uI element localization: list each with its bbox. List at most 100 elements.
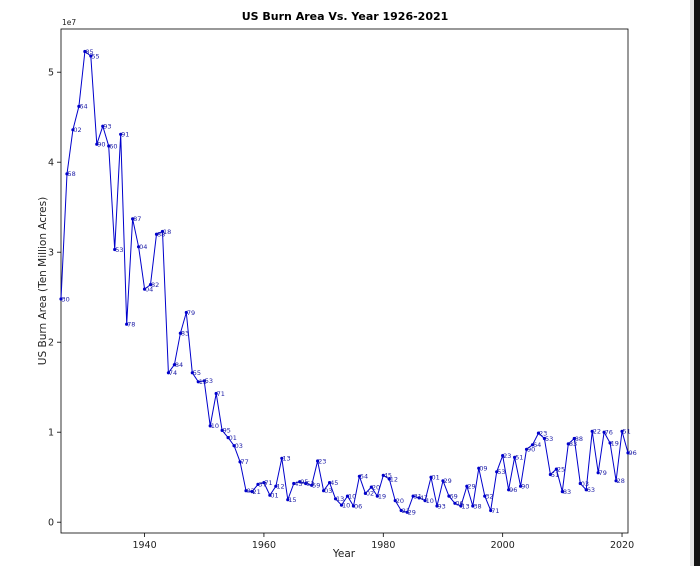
x-tick-label: 1940 [132,540,156,551]
data-point [59,297,63,301]
data-label: 60 [109,142,117,150]
data-point [381,473,385,477]
data-label: 15 [199,378,207,386]
data-label: 55 [193,369,201,377]
data-label: 83 [563,488,571,496]
data-label: 03 [235,442,243,450]
data-point [256,482,260,486]
data-label: 64 [79,103,87,111]
data-point [566,442,570,446]
data-label: 71 [491,507,499,515]
x-tick-label: 2000 [491,540,515,551]
data-point [369,485,373,489]
data-point [333,497,338,501]
x-tick-label: 1980 [371,540,395,551]
data-label: 88 [575,435,583,443]
data-label: 29 [443,477,451,485]
data-label: 28 [617,477,625,485]
data-point [417,496,421,500]
data-label: 53 [115,246,123,254]
x-tick-label: 2020 [610,540,634,551]
data-point [166,371,171,375]
data-point [95,142,99,146]
data-point [238,460,242,464]
data-point [626,451,630,455]
y-tick-label: 5 [48,68,54,79]
data-point [507,488,511,492]
data-point [435,504,439,508]
data-point [524,447,529,451]
data-label: 03 [324,487,332,495]
data-point [250,490,254,494]
data-label: 83 [569,440,577,448]
data-point [489,508,493,513]
data-point [154,232,159,236]
data-points [59,49,630,514]
data-point [184,310,188,315]
data-label: 59 [312,482,320,490]
data-label: 53 [205,377,213,385]
data-point [327,481,332,485]
data-label: 12 [390,475,398,483]
data-point [584,488,588,492]
data-point [196,380,200,384]
data-label: 55 [91,52,99,60]
data-label: 88 [157,231,165,239]
data-point [101,124,105,128]
data-label: 51 [515,454,523,462]
data-label: 38 [473,502,481,510]
data-point [357,474,362,478]
data-point [71,128,75,132]
data-point [459,504,463,508]
data-label: 96 [509,486,517,494]
data-label: 19 [378,492,386,500]
data-label: 19 [611,439,619,447]
data-point [298,480,302,484]
data-label: 51 [551,471,559,479]
data-point [202,379,206,383]
data-label: 90 [97,141,105,149]
series-line-group [60,50,629,513]
data-label: 79 [599,469,607,477]
data-point [375,494,379,498]
data-point [602,430,606,434]
data-point [190,371,194,375]
data-point [286,498,290,502]
data-point [423,499,427,503]
data-label: 83 [181,330,189,338]
data-point [131,217,135,221]
data-label: 58 [67,170,75,178]
data-point [590,429,594,433]
data-label: 87 [133,215,141,223]
data-point [125,322,129,326]
data-point [232,444,236,448]
data-point [530,443,535,447]
data-label: 63 [587,486,595,494]
data-point [310,483,314,487]
data-label: 85 [85,48,93,56]
data-point [399,508,403,513]
data-label: 06 [354,502,362,510]
x-tick-label: 1960 [252,540,276,551]
data-label: 76 [605,429,613,437]
data-point [214,391,218,396]
data-point [363,491,367,495]
data-label: 29 [467,483,475,491]
data-point [411,494,415,498]
x-axis-ticks: 1940 1960 1980 2000 2020 [132,533,634,551]
data-point [548,472,553,477]
data-label: 03 [247,487,255,495]
chart-title: US Burn Area Vs. Year 1926-2021 [242,10,449,23]
data-point [113,247,117,252]
data-label: 37 [258,481,266,489]
data-label: 84 [175,361,183,369]
data-point [178,331,182,335]
data-point [345,494,350,498]
data-point [172,363,176,367]
y-axis-label: US Burn Area (Ten Million Acres) [37,197,49,365]
data-label: 09 [479,465,487,473]
window-edge-bar [694,0,700,566]
data-point [483,494,487,498]
data-label: 82 [151,281,159,289]
